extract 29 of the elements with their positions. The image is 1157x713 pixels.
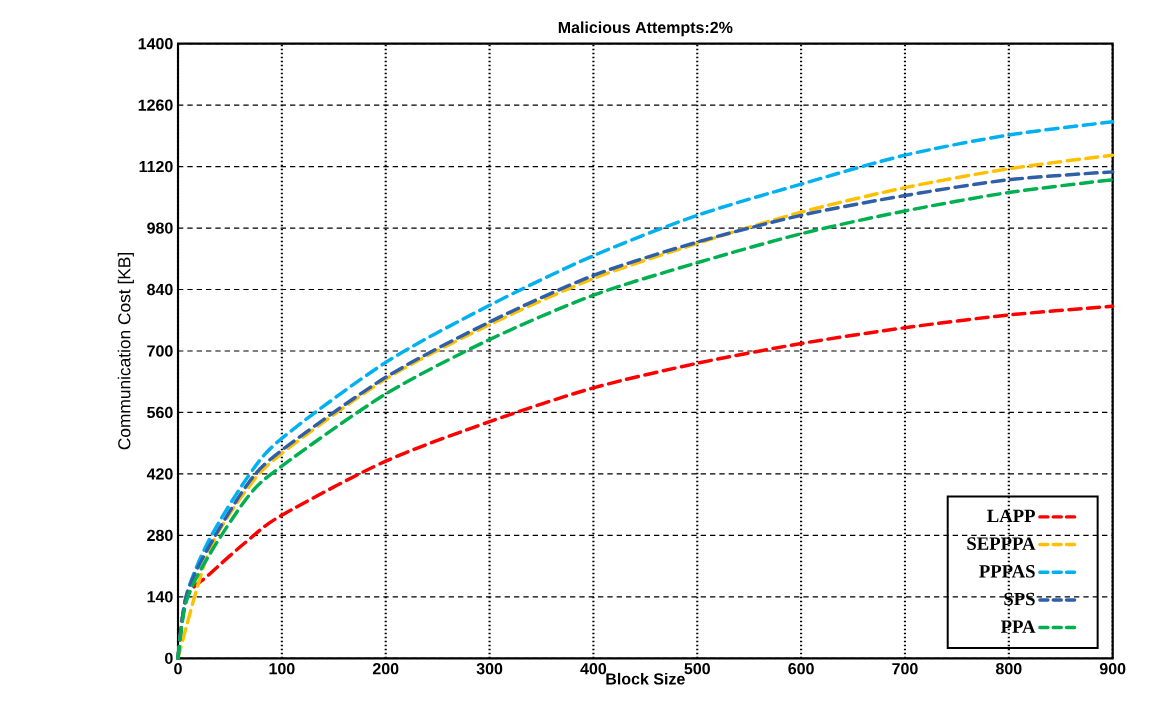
y-tick-label: 560: [147, 406, 173, 419]
x-tick-label: 400: [580, 663, 607, 675]
y-tick-label: 0: [165, 652, 173, 664]
x-tick-label: 600: [788, 663, 814, 675]
y-tick-label: 420: [146, 468, 173, 480]
y-tick-label: 1120: [139, 160, 173, 173]
x-tick-label: 900: [1099, 663, 1126, 675]
y-tick-label: 700: [147, 345, 173, 357]
x-tick-label: 500: [684, 663, 710, 675]
y-axis-title: Communication Cost [KB]: [117, 253, 134, 450]
legend-label: SPS: [1004, 592, 1035, 606]
y-tick-label: 140: [147, 591, 173, 603]
y-tick-label: 840: [147, 283, 173, 296]
x-tick-label: 300: [476, 663, 503, 675]
x-tick-label: 100: [269, 663, 295, 675]
y-tick-label: 1400: [138, 38, 173, 50]
x-axis-title: Block Size: [606, 672, 685, 685]
legend-label: SEPPPA: [967, 537, 1036, 550]
chart-title: Malicious Attempts:2%: [558, 21, 733, 37]
x-tick-label: 700: [892, 663, 918, 675]
y-tick-label: 980: [147, 222, 173, 234]
x-tick-label: 200: [372, 663, 399, 675]
legend-label: PPA: [1000, 620, 1036, 633]
x-tick-label: 800: [995, 663, 1022, 675]
x-tick-label: 0: [174, 663, 182, 675]
legend-label: LAPP: [987, 509, 1035, 523]
legend-label: PPPAS: [979, 565, 1035, 578]
y-tick-label: 1260: [138, 99, 173, 111]
y-tick-label: 280: [147, 529, 173, 542]
